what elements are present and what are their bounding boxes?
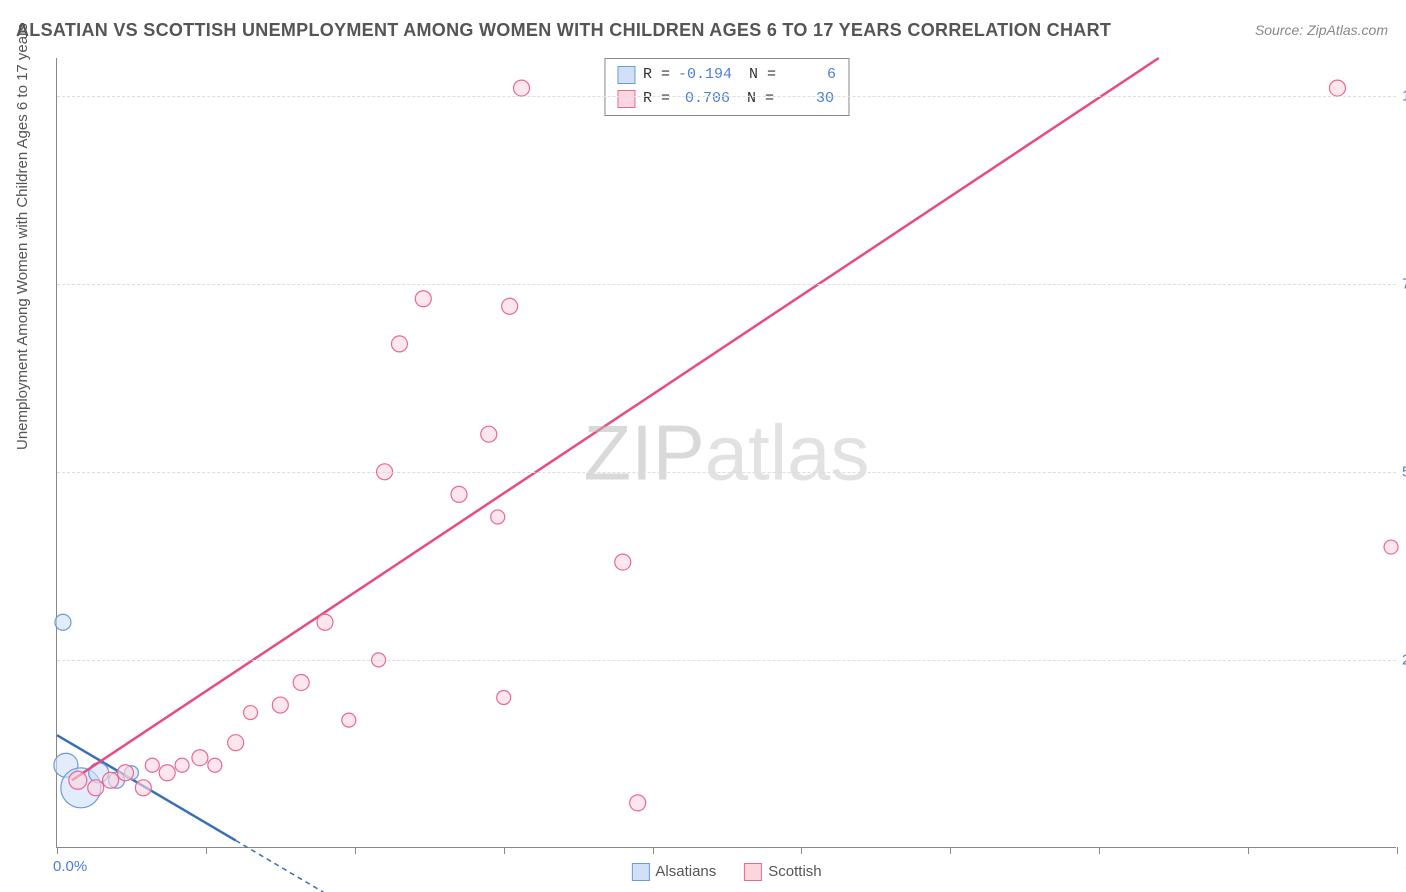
data-point [117,765,133,781]
legend-label: Scottish [768,863,821,880]
gridline [57,660,1396,661]
y-tick-label: 50.0% [1396,463,1406,480]
data-point [55,614,71,630]
data-point [615,554,631,570]
n-value: 6 [784,63,836,87]
trend-line [72,58,1159,780]
stats-row-alsatians: R = -0.194 N = 6 [617,63,836,87]
data-point [1384,540,1398,554]
x-tick-label: 0.0% [53,858,87,875]
x-tick [950,847,951,854]
legend-label: Alsatians [655,863,716,880]
data-point [481,426,497,442]
x-tick [653,847,654,854]
x-tick [1099,847,1100,854]
trend-line-extrapolated [236,840,325,892]
data-point [514,80,530,96]
data-point [451,486,467,502]
data-point [317,614,333,630]
data-point [342,713,356,727]
data-point [175,758,189,772]
x-tick [355,847,356,854]
stats-legend: R = -0.194 N = 6 R = 0.706 N = 30 [604,58,849,116]
x-tick [1248,847,1249,854]
data-point [69,771,87,789]
data-point [88,780,104,796]
data-point [192,750,208,766]
gridline [57,96,1396,97]
stats-row-scottish: R = 0.706 N = 30 [617,87,836,111]
data-point [497,691,511,705]
data-point [502,298,518,314]
data-point [391,336,407,352]
r-label: R = [643,63,670,87]
data-point [415,291,431,307]
chart-title: ALSATIAN VS SCOTTISH UNEMPLOYMENT AMONG … [16,20,1111,41]
r-label: R = [643,87,670,111]
y-tick-label: 75.0% [1396,275,1406,292]
scatter-svg [57,58,1396,847]
x-tick [1397,847,1398,854]
source-label: Source: ZipAtlas.com [1255,22,1388,38]
legend-bottom: Alsatians Scottish [631,863,821,881]
swatch-icon [744,863,762,881]
data-point [145,758,159,772]
n-label: N = [738,87,774,111]
y-axis-label: Unemployment Among Women with Children A… [14,23,31,450]
data-point [208,758,222,772]
x-tick [801,847,802,854]
plot-area: R = -0.194 N = 6 R = 0.706 N = 30 ZIPatl… [56,58,1396,848]
r-value: 0.706 [678,87,730,111]
n-value: 30 [782,87,834,111]
data-point [244,706,258,720]
data-point [293,674,309,690]
x-tick [57,847,58,854]
swatch-icon [617,90,635,108]
legend-item-alsatians: Alsatians [631,863,716,881]
r-value: -0.194 [678,63,732,87]
data-point [135,780,151,796]
data-point [228,735,244,751]
y-tick-label: 25.0% [1396,651,1406,668]
gridline [57,284,1396,285]
y-tick-label: 100.0% [1396,87,1406,104]
x-tick [206,847,207,854]
n-label: N = [740,63,776,87]
data-point [272,697,288,713]
data-point [159,765,175,781]
legend-item-scottish: Scottish [744,863,821,881]
data-point [630,795,646,811]
data-point [1329,80,1345,96]
data-point [103,772,119,788]
swatch-icon [617,66,635,84]
x-tick [504,847,505,854]
data-point [491,510,505,524]
gridline [57,472,1396,473]
swatch-icon [631,863,649,881]
